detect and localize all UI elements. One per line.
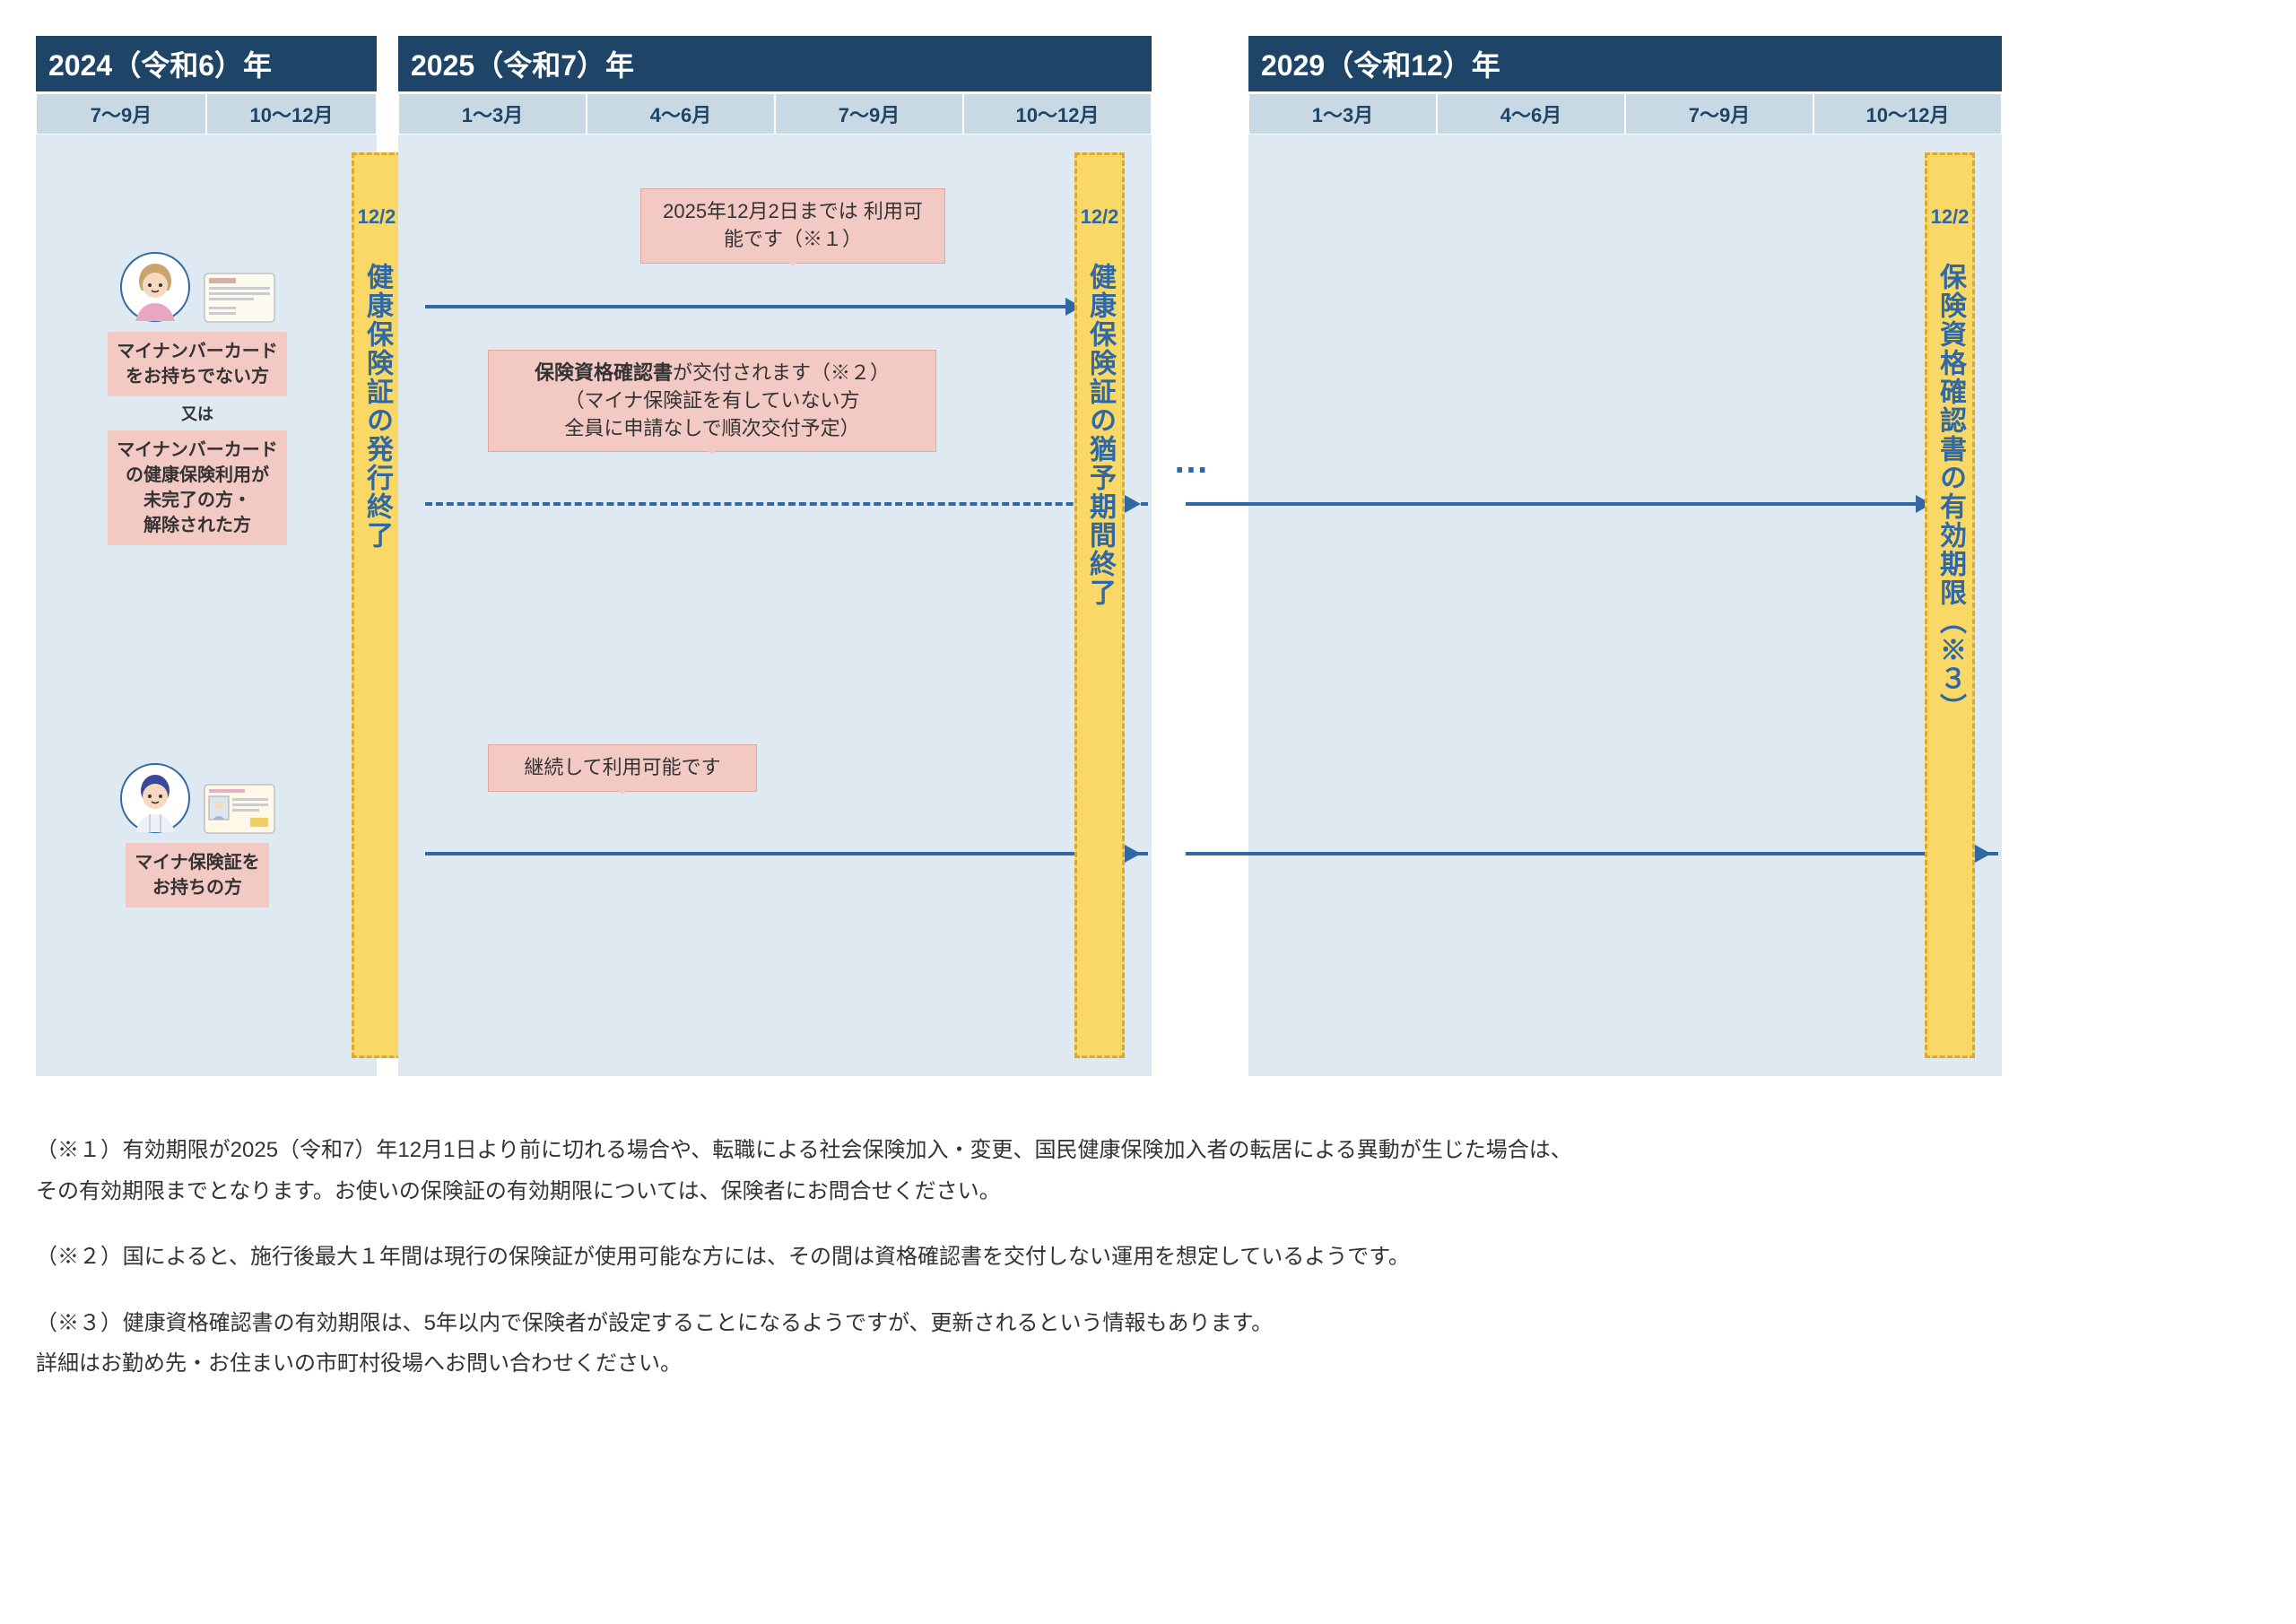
avatar-woman-icon — [119, 251, 191, 328]
month-cell: 1～3月 — [1248, 93, 1437, 135]
persona-with-card: マイナ保険証を お持ちの方 — [72, 762, 323, 908]
ellipsis-icon: … — [1173, 441, 1213, 482]
milestone-issue-end: 12/2 健康保険証の発行終了 — [352, 152, 402, 1058]
footnote-text: 有効期限が2025（令和7）年12月1日より前に切れる場合や、転職による社会保険… — [36, 1138, 1572, 1203]
month-cell: 7～9月 — [36, 93, 206, 135]
arrow-card-valid — [425, 305, 1089, 308]
month-cell: 1～3月 — [398, 93, 587, 135]
arrow-certificate — [425, 502, 1148, 506]
footnotes: （※１） 有効期限が2025（令和7）年12月1日より前に切れる場合や、転職によ… — [36, 1130, 2260, 1385]
body-2029: 12/2 保険資格確認書の有効期限（※３） — [1248, 135, 2002, 1076]
year-header-2024: 2024（令和6）年 — [36, 36, 377, 93]
month-cell: 10～12月 — [1813, 93, 2002, 135]
timeline: 2024（令和6）年 7～9月 10～12月 — [36, 36, 2260, 1076]
persona-label: マイナンバーカード の健康保険利用が 未完了の方・ 解除された方 — [108, 430, 287, 545]
mynumber-card-icon — [204, 784, 275, 839]
callout-continue: 継続して利用可能です — [488, 744, 757, 792]
milestone-label: 健康保険証の猶予期間終了 — [1080, 263, 1119, 607]
milestone-label: 保険資格確認書の有効期限（※３） — [1930, 263, 1970, 722]
milestone-date: 12/2 — [1931, 205, 1970, 229]
arrow-certificate-cont — [1186, 502, 1939, 506]
year-block-2024: 2024（令和6）年 7～9月 10～12月 — [36, 36, 377, 1076]
footnote-1: （※１） 有効期限が2025（令和7）年12月1日より前に切れる場合や、転職によ… — [36, 1130, 2260, 1211]
milestone-date: 12/2 — [358, 205, 396, 229]
timeline-gap: … — [1173, 36, 1227, 1076]
month-cell: 10～12月 — [963, 93, 1152, 135]
milestone-date: 12/2 — [1081, 205, 1119, 229]
callout-certificate-issued: 保険資格確認書が交付されます（※２） （マイナ保険証を有していない方 全員に申請… — [488, 350, 936, 452]
month-cell: 4～6月 — [1437, 93, 1625, 135]
year-header-2029: 2029（令和12）年 — [1248, 36, 2002, 93]
year-block-2029: 2029（令和12）年 1～3月 4～6月 7～9月 10～12月 12/2 保… — [1248, 36, 2002, 1076]
persona-label: マイナンバーカード をお持ちでない方 — [108, 332, 287, 396]
footnote-text: 健康資格確認書の有効期限は、5年以内で保険者が設定することになるようですが、更新… — [36, 1311, 1273, 1376]
month-cell: 4～6月 — [587, 93, 775, 135]
milestone-label: 健康保険証の発行終了 — [357, 263, 396, 550]
avatar-man-icon — [119, 762, 191, 839]
footnote-tag: （※１） — [36, 1130, 117, 1171]
footnote-text: 国によると、施行後最大１年間は現行の保険証が使用可能な方には、その間は資格確認書… — [123, 1245, 1410, 1269]
persona-label: マイナ保険証を お持ちの方 — [126, 843, 269, 908]
footnote-2: （※２） 国によると、施行後最大１年間は現行の保険証が使用可能な方には、その間は… — [36, 1237, 2260, 1278]
persona-or: 又は — [72, 402, 323, 425]
footnote-tag: （※２） — [36, 1237, 117, 1278]
milestone-cert-expiry: 12/2 保険資格確認書の有効期限（※３） — [1925, 152, 1975, 1058]
footnote-3: （※３） 健康資格確認書の有効期限は、5年以内で保険者が設定することになるようで… — [36, 1303, 2260, 1385]
insurance-card-icon — [204, 273, 275, 328]
month-cell: 7～9月 — [775, 93, 963, 135]
arrow-mynacard-cont — [1186, 852, 1998, 855]
arrow-mynacard — [425, 852, 1148, 855]
milestone-grace-end: 12/2 健康保険証の猶予期間終了 — [1074, 152, 1125, 1058]
body-2024: マイナンバーカード をお持ちでない方 又は マイナンバーカード の健康保険利用が… — [36, 135, 377, 1076]
callout-bold: 保険資格確認書 — [535, 361, 673, 384]
callout-usable-until: 2025年12月2日までは 利用可能です（※１） — [640, 188, 945, 264]
diagram-container: 2024（令和6）年 7～9月 10～12月 — [36, 36, 2260, 1385]
footnote-tag: （※３） — [36, 1303, 117, 1344]
month-cell: 7～9月 — [1625, 93, 1813, 135]
persona-no-card: マイナンバーカード をお持ちでない方 又は マイナンバーカード の健康保険利用が… — [72, 251, 323, 545]
year-header-2025: 2025（令和7）年 — [398, 36, 1152, 93]
year-block-2025: 2025（令和7）年 1～3月 4～6月 7～9月 10～12月 2025年12… — [398, 36, 1152, 1076]
body-2025: 2025年12月2日までは 利用可能です（※１） 保険資格確認書が交付されます（… — [398, 135, 1152, 1076]
month-cell: 10～12月 — [206, 93, 377, 135]
